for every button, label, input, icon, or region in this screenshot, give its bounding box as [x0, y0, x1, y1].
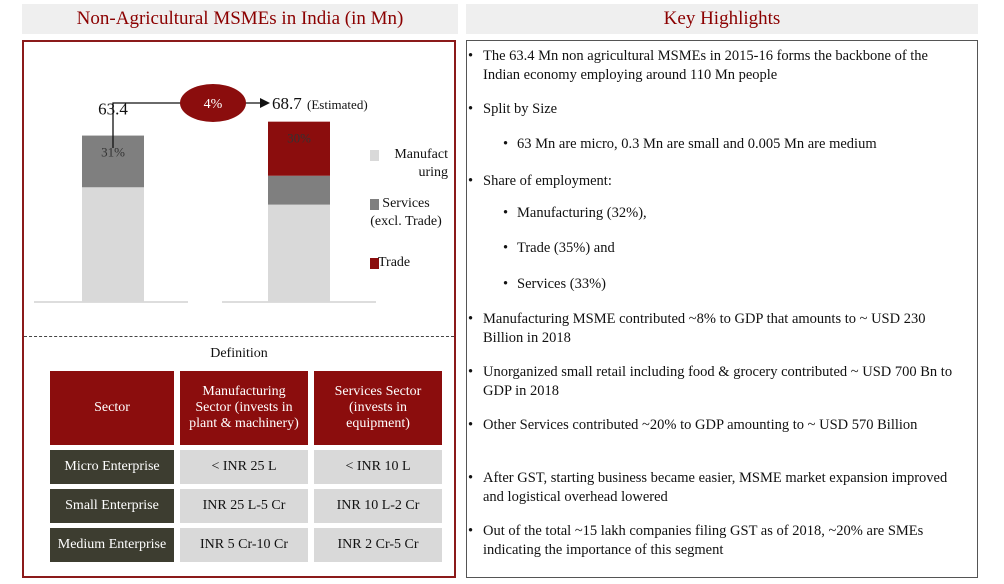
highlight-item: • Trade (35%) and — [503, 239, 957, 258]
highlight-text: Share of employment: — [483, 173, 612, 189]
key-highlights-panel: • The 63.4 Mn non agricultural MSMEs in 2… — [466, 40, 978, 578]
legend-label-1: Services (excl. Trade) — [370, 196, 442, 229]
highlight-item: • After GST, starting business became eas… — [468, 469, 967, 507]
table-row: Micro Enterprise < INR 25 L < INR 10 L — [50, 450, 442, 484]
header-services-text: Services Sector (invests in equipment) — [334, 384, 422, 431]
highlight-text: Manufacturing MSME contributed ~8% to GD… — [483, 311, 926, 346]
row-label-medium: Medium Enterprise — [50, 528, 174, 562]
bullet-icon: • — [468, 417, 474, 433]
header-services: Services Sector (invests in equipment) — [314, 371, 442, 445]
highlight-item: • Manufacturing MSME contributed ~8% to G… — [468, 310, 967, 348]
legend-swatch-1 — [370, 199, 379, 210]
legend-swatch-2 — [370, 258, 379, 269]
cell-micro-mfg: < INR 25 L — [180, 450, 308, 484]
bullet-icon: • — [468, 364, 474, 380]
bullet-icon: • — [468, 48, 474, 64]
bullet-icon: • — [503, 240, 509, 256]
growth-badge — [180, 84, 246, 122]
bar-segment-0-0 — [82, 187, 144, 302]
bullet-icon: • — [503, 205, 509, 221]
definition-header-row: Sector Manufacturing Sector (invests in … — [50, 371, 442, 445]
total-label-1: 68.7 — [272, 94, 302, 113]
bar-segment-1-1 — [268, 175, 330, 205]
highlight-item: • Manufacturing (32%), — [503, 204, 957, 223]
highlight-item: • Other Services contributed ~20% to GDP … — [468, 416, 967, 435]
cell-small-svc: INR 10 L-2 Cr — [314, 489, 442, 523]
estimated-annotation: (Estimated) — [307, 97, 368, 112]
right-panel-title: Key Highlights — [466, 4, 978, 34]
highlight-text: The 63.4 Mn non agricultural MSMEs in 20… — [483, 48, 928, 83]
legend-label-2: Trade — [378, 255, 411, 270]
highlight-item: • 63 Mn are micro, 0.3 Mn are small and 0… — [503, 135, 957, 154]
cell-medium-svc: INR 2 Cr-5 Cr — [314, 528, 442, 562]
highlight-item: • Share of employment: — [468, 172, 967, 191]
bullet-icon: • — [468, 173, 474, 189]
legend-swatch-0 — [370, 150, 379, 161]
growth-label: 4% — [204, 97, 223, 112]
highlight-item: • Services (33%) — [503, 275, 957, 294]
highlight-item: • Unorganized small retail including food… — [468, 363, 967, 401]
cell-small-mfg: INR 25 L-5 Cr — [180, 489, 308, 523]
bar-segment-1-0 — [268, 204, 330, 302]
bullet-icon: • — [468, 311, 474, 327]
highlight-item: • The 63.4 Mn non agricultural MSMEs in 2… — [468, 47, 967, 85]
bullet-icon: • — [503, 276, 509, 292]
bullet-icon: • — [468, 101, 474, 117]
highlight-text: Trade (35%) and — [517, 240, 615, 256]
definition-table: Sector Manufacturing Sector (invests in … — [44, 366, 448, 567]
table-row: Small Enterprise INR 25 L-5 Cr INR 10 L-… — [50, 489, 442, 523]
header-manufacturing-text: Manufacturing Sector (invests in plant &… — [189, 384, 299, 431]
cell-micro-svc: < INR 10 L — [314, 450, 442, 484]
bullet-icon: • — [468, 470, 474, 486]
highlight-item: • Out of the total ~15 lakh companies fil… — [468, 522, 967, 560]
bullet-icon: • — [503, 136, 509, 152]
msme-chart-panel: 31% 30% 63.4 68.7 (Estimated) 4% Definition S… — [22, 40, 456, 578]
highlight-text: Services (33%) — [517, 276, 606, 292]
cell-medium-mfg: INR 5 Cr-10 Cr — [180, 528, 308, 562]
highlight-text: Unorganized small retail including food … — [483, 364, 953, 399]
definition-title: Definition — [210, 346, 268, 361]
table-row: Medium Enterprise INR 5 Cr-10 Cr INR 2 C… — [50, 528, 442, 562]
data-label: 31% — [101, 145, 125, 160]
growth-arrow-head — [260, 98, 270, 108]
bar-segment-1-2 — [268, 121, 330, 176]
highlight-text: Out of the total ~15 lakh companies fili… — [483, 523, 924, 558]
data-label: 30% — [287, 131, 311, 146]
highlight-text: After GST, starting business became easi… — [483, 470, 948, 505]
row-label-small: Small Enterprise — [50, 489, 174, 523]
highlight-text: Split by Size — [483, 101, 558, 117]
row-label-micro: Micro Enterprise — [50, 450, 174, 484]
dashed-separator — [24, 336, 454, 337]
header-manufacturing: Manufacturing Sector (invests in plant &… — [180, 371, 308, 445]
header-sector: Sector — [50, 371, 174, 445]
highlight-text: Other Services contributed ~20% to GDP a… — [483, 417, 918, 433]
highlight-text: 63 Mn are micro, 0.3 Mn are small and 0.… — [517, 136, 877, 152]
stacked-bar-chart: 31%30%63.4 68.7 (Estimated)4% — [34, 84, 376, 303]
highlight-item: • Split by Size — [468, 100, 967, 119]
bullet-icon: • — [468, 523, 474, 539]
legend-label-0: Manufact uring — [394, 147, 448, 180]
highlight-text: Manufacturing (32%), — [517, 205, 647, 221]
left-panel-title: Non-Agricultural MSMEs in India (in Mn) — [22, 4, 458, 34]
